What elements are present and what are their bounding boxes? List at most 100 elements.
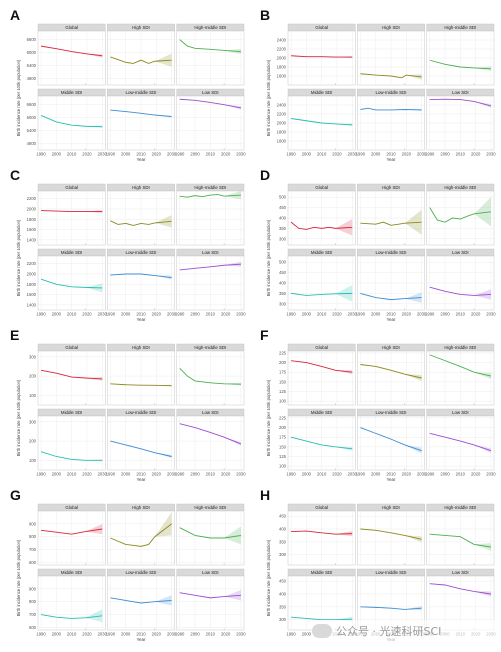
x-axis-label: Year [136, 637, 146, 642]
y-tick-label: 300 [29, 354, 37, 359]
panel-letter: D [260, 167, 270, 183]
y-tick-label: 2200 [277, 112, 287, 117]
series-line [110, 273, 172, 279]
projection-band [404, 209, 422, 235]
x-tick-label: 1990 [175, 472, 185, 477]
x-axis-label: Year [386, 317, 396, 322]
subplot-low-middle-sdi: Low-middle SDI [107, 568, 175, 631]
x-tick-label: 2020 [82, 632, 92, 637]
x-tick-label: 2030 [236, 152, 246, 157]
series-line [110, 597, 172, 604]
x-tick-label: 1990 [425, 312, 435, 317]
facet-title: Middle SDI [311, 250, 332, 255]
panel-c: C Birth incidence rate (per 100k populati… [10, 167, 246, 322]
facet-title: Low-middle SDI [376, 410, 407, 415]
x-tick-label: 1990 [286, 472, 296, 477]
panel-d: D Birth incidence rate (per 100k populati… [260, 167, 496, 322]
facet-title: Middle SDI [61, 410, 82, 415]
subplot-low-sdi: Low SDI [176, 568, 245, 631]
y-tick-label: 1600 [27, 227, 37, 232]
x-tick-label: 2030 [417, 312, 427, 317]
x-tick-label: 2000 [440, 472, 450, 477]
series-line [291, 55, 353, 58]
x-tick-label: 1990 [356, 312, 366, 317]
y-tick-label: 200 [29, 374, 37, 379]
subplot-low-middle-sdi: Low-middle SDI [107, 88, 175, 151]
x-tick-label: 2020 [332, 472, 342, 477]
x-tick-label: 2010 [206, 152, 216, 157]
facet-title: Low-middle SDI [376, 250, 407, 255]
y-tick-label: 2400 [277, 103, 287, 108]
y-tick-label: 1600 [277, 74, 287, 79]
series-line [110, 109, 172, 117]
subplot-low-middle-sdi: Low-middle SDI [357, 88, 425, 151]
y-tick-label: 6000 [27, 115, 37, 120]
projection-band [154, 595, 172, 606]
series-line [429, 583, 492, 595]
y-tick-label: 400 [279, 281, 287, 286]
facet-title: Low SDI [452, 250, 469, 255]
series-line [40, 369, 103, 380]
x-tick-label: 2020 [152, 632, 162, 637]
x-tick-label: 1990 [356, 472, 366, 477]
subplot-middle-sdi: Middle SDI [37, 88, 106, 151]
y-tick-label: 1800 [277, 65, 287, 70]
series-line [110, 383, 172, 387]
x-tick-label: 2010 [136, 632, 146, 637]
x-tick-label: 2010 [456, 152, 466, 157]
y-tick-label: 400 [279, 216, 287, 221]
facet-title: Global [65, 25, 78, 30]
y-tick-label: 1400 [27, 302, 37, 307]
y-tick-label: 450 [279, 270, 287, 275]
y-tick-label: 2400 [277, 38, 287, 43]
x-tick-label: 2020 [82, 312, 92, 317]
y-tick-label: 600 [29, 560, 37, 565]
series-line [360, 606, 422, 610]
series-line [429, 286, 491, 296]
x-tick-label: 2000 [302, 152, 312, 157]
subplot-low-middle-sdi: Low-middle SDI [107, 408, 175, 471]
projection-band [474, 444, 491, 454]
series-line [290, 118, 353, 126]
y-tick-label: 125 [279, 454, 287, 459]
y-tick-label: 800 [29, 534, 37, 539]
series-line [360, 427, 422, 452]
x-tick-label: 1990 [36, 152, 46, 157]
facet-title: High SDI [382, 505, 400, 510]
projection-band [474, 289, 491, 300]
facet-title: Low-middle SDI [126, 250, 157, 255]
y-tick-label: 350 [279, 226, 287, 231]
subplot-low-middle-sdi: Low-middle SDI [107, 248, 175, 311]
facet-title: High-middle SDI [194, 185, 226, 190]
facet-title: High SDI [132, 505, 150, 510]
x-tick-label: 2020 [152, 472, 162, 477]
x-tick-label: 2020 [152, 152, 162, 157]
x-tick-label: 2030 [417, 152, 427, 157]
x-tick-label: 2030 [98, 632, 108, 637]
y-tick-label: 600 [29, 625, 37, 630]
y-tick-label: 1800 [27, 282, 37, 287]
x-tick-label: 2000 [371, 152, 381, 157]
projection-band [224, 48, 241, 55]
projection-band [154, 275, 172, 280]
subplot-high-middle-sdi: High-middle SDI [176, 503, 245, 566]
series-line [429, 98, 492, 107]
wechat-icon [312, 624, 332, 638]
y-tick-label: 1600 [27, 292, 37, 297]
panel-letter: H [260, 487, 270, 503]
facet-title: High-middle SDI [194, 345, 226, 350]
projection-band [154, 215, 172, 228]
x-tick-label: 2030 [348, 472, 358, 477]
series-line [40, 45, 103, 57]
panel-letter: E [10, 327, 19, 343]
projection-band [85, 609, 103, 623]
series-line [429, 354, 492, 377]
x-tick-label: 1990 [36, 472, 46, 477]
x-tick-label: 2010 [67, 312, 77, 317]
y-tick-label: 300 [279, 552, 287, 557]
subplot-high-middle-sdi: High-middle SDI [176, 343, 245, 406]
facet-title: Middle SDI [311, 90, 332, 95]
x-tick-label: 2010 [136, 312, 146, 317]
x-tick-label: 2000 [302, 472, 312, 477]
facet-title: High-middle SDI [444, 25, 476, 30]
